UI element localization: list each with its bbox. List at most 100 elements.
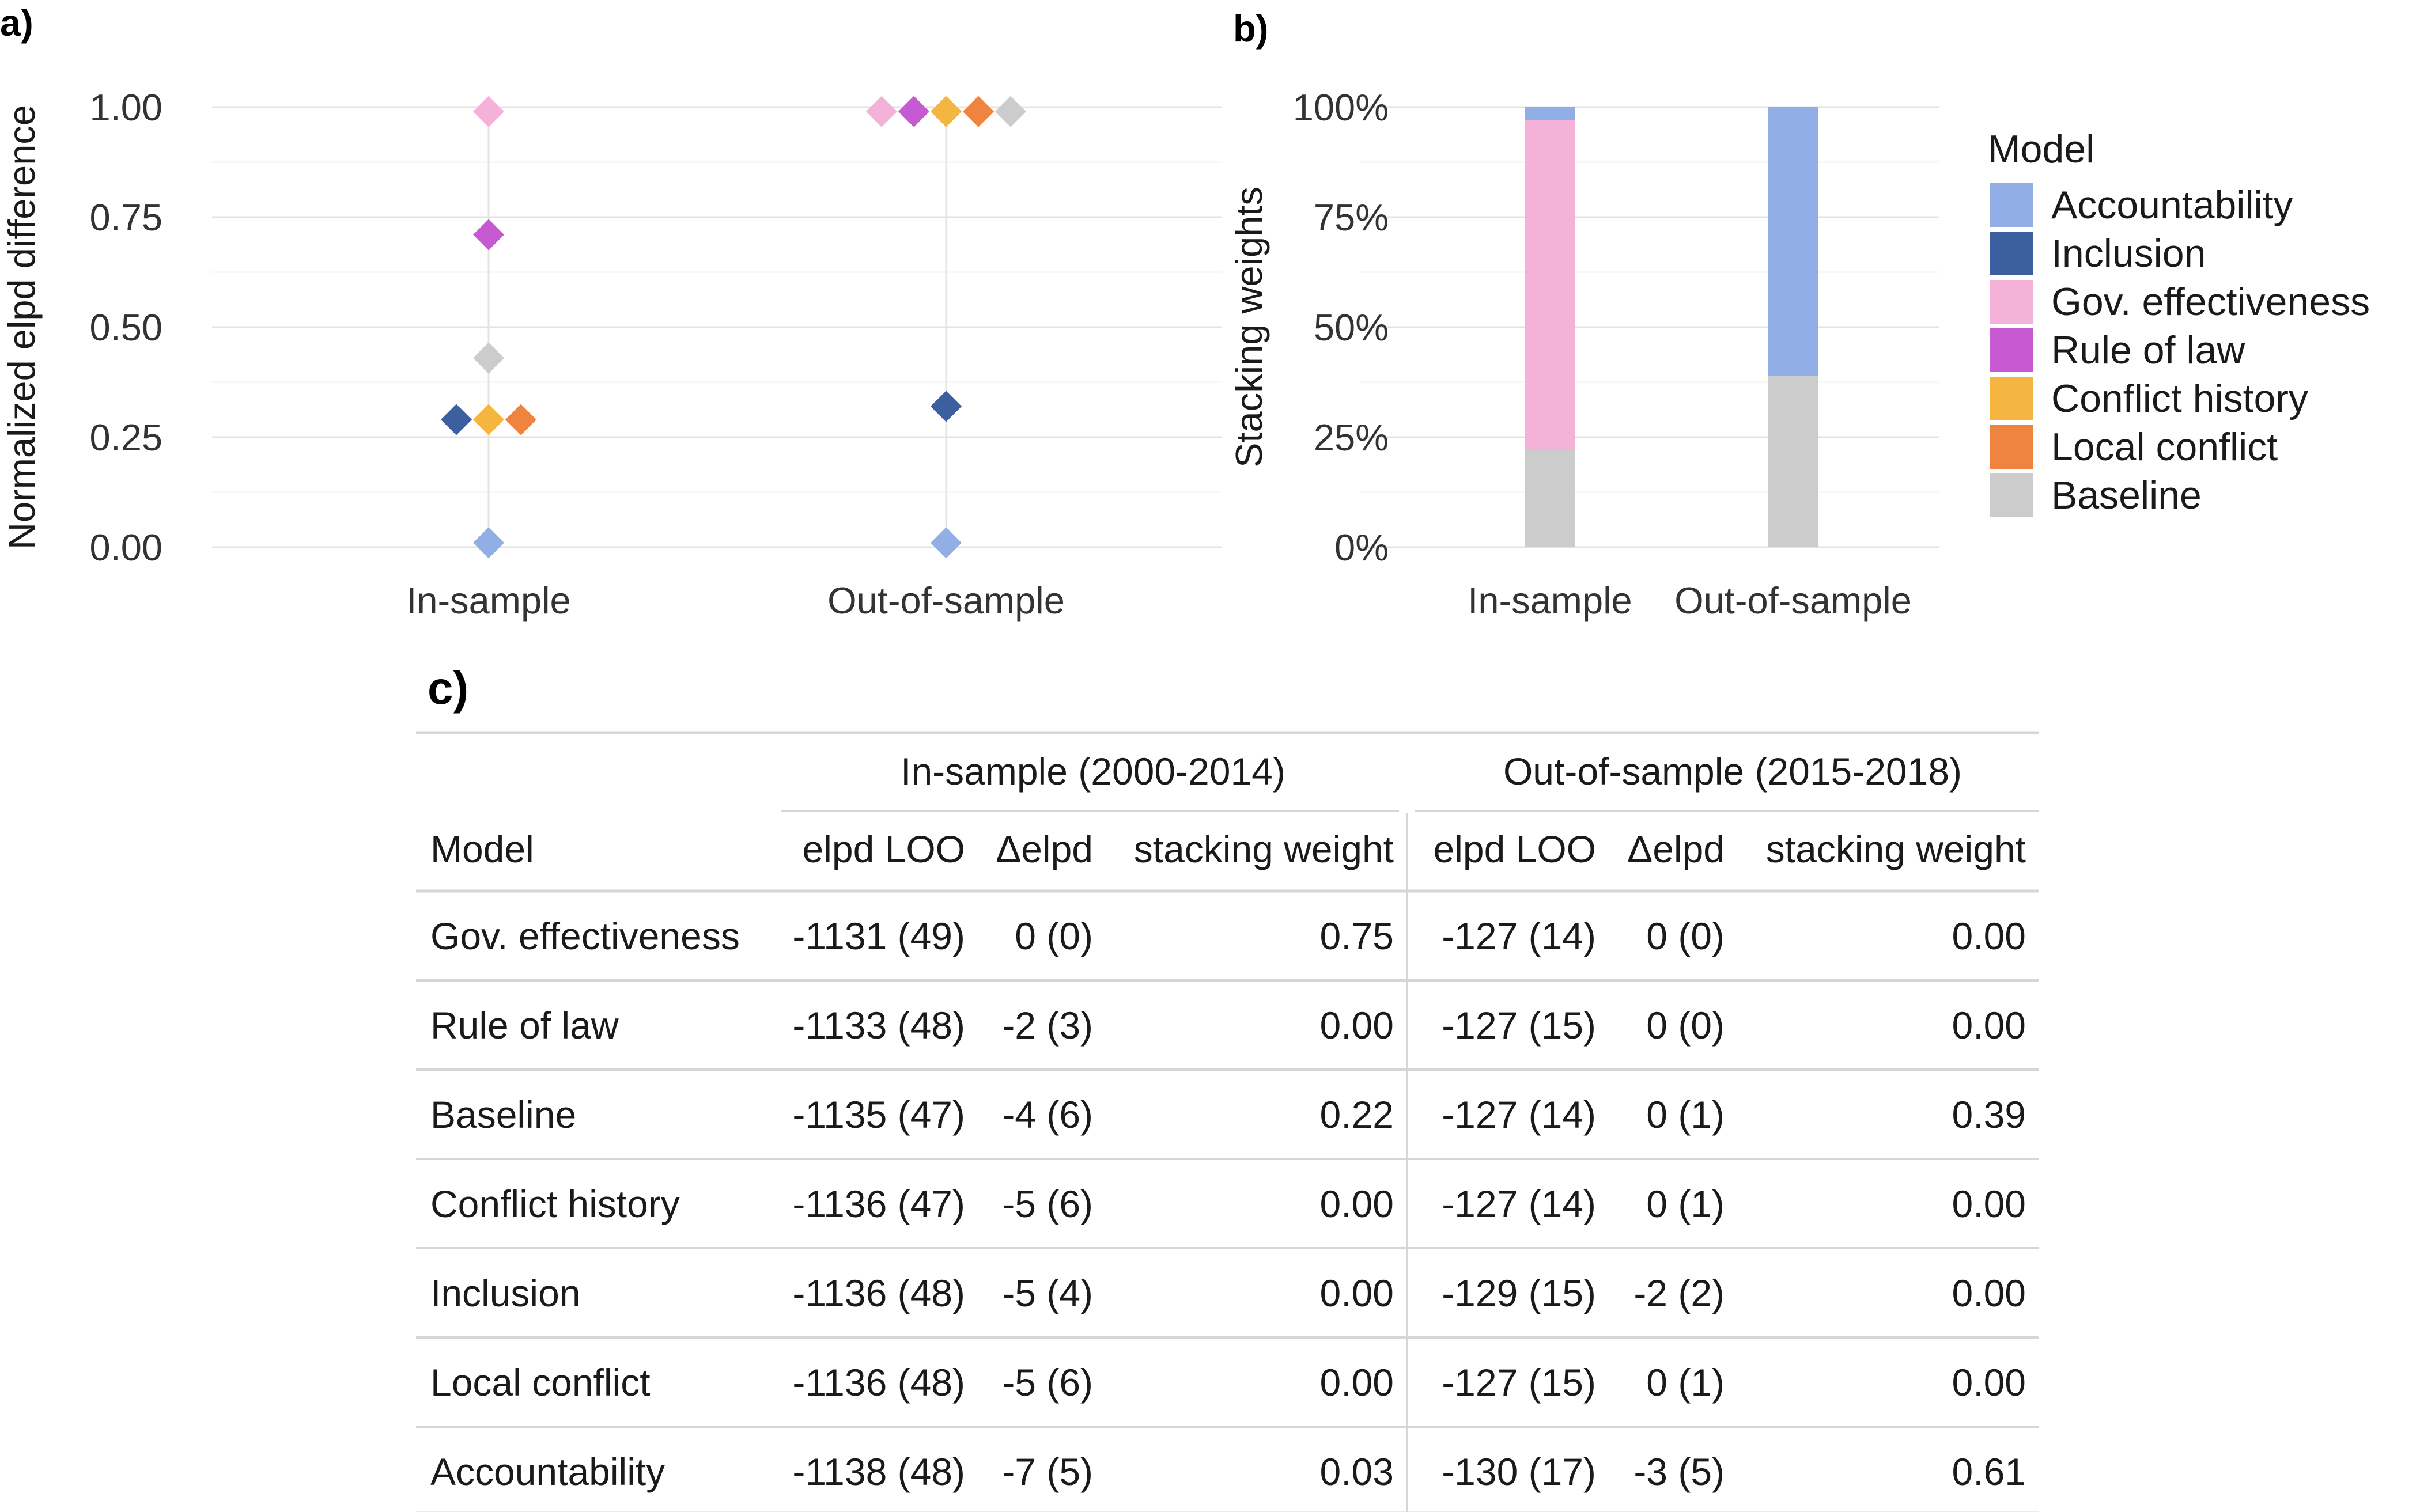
table-cell: Gov. effectiveness: [430, 915, 740, 957]
panel-label-c: c): [428, 662, 468, 714]
legend-label: Inclusion: [2051, 232, 2206, 275]
panel-label-b: b): [1233, 7, 1268, 50]
table-cell: 0.61: [1952, 1450, 2026, 1493]
table-cell: 0.00: [1320, 1361, 1394, 1404]
column-header: elpd LOO: [1434, 828, 1597, 870]
table-cell: -7 (5): [1002, 1450, 1093, 1493]
table-cell: -1133 (48): [792, 1004, 965, 1047]
legend-label: Gov. effectiveness: [2051, 280, 2370, 324]
table-cell: -5 (4): [1002, 1272, 1093, 1314]
table-cell: 0 (0): [1646, 915, 1725, 957]
y-tick-label: 100%: [1293, 86, 1389, 128]
bar-segment-accountability-in-sample: [1525, 107, 1575, 120]
table-cell: -127 (14): [1442, 1093, 1596, 1136]
y-tick-label: 25%: [1314, 416, 1389, 458]
table-cell: 0 (1): [1646, 1361, 1725, 1404]
table-cell: Accountability: [430, 1450, 665, 1493]
y-tick-label: 1.00: [89, 86, 162, 128]
y-tick-label: 0.25: [89, 416, 162, 458]
table-cell: -4 (6): [1002, 1093, 1093, 1136]
x-tick-label: Out-of-sample: [1674, 579, 1912, 622]
table-cell: 0.00: [1320, 1004, 1394, 1047]
table-cell: Local conflict: [430, 1361, 651, 1404]
x-tick-label: In-sample: [406, 579, 570, 622]
table-cell: 0 (1): [1646, 1093, 1725, 1136]
y-tick-label: 0.00: [89, 526, 162, 569]
column-header: stacking weight: [1134, 828, 1394, 870]
table-cell: -2 (2): [1633, 1272, 1725, 1314]
table-cell: -1136 (48): [792, 1361, 965, 1404]
table-cell: -127 (15): [1442, 1004, 1596, 1047]
table-cell: 0.00: [1952, 915, 2026, 957]
table-cell: Inclusion: [430, 1272, 581, 1314]
x-tick-label: In-sample: [1468, 579, 1632, 622]
legend-label: Accountability: [2051, 183, 2293, 227]
legend-swatch: [1990, 328, 2033, 372]
point-local-conflict-out-of-sample: [963, 96, 994, 127]
legend-label: Rule of law: [2051, 328, 2245, 372]
legend-swatch: [1990, 473, 2033, 517]
table-cell: -3 (5): [1633, 1450, 1725, 1493]
legend-label: Local conflict: [2051, 425, 2278, 469]
column-header: Δelpd: [996, 828, 1093, 870]
legend-title: Model: [1988, 127, 2094, 171]
table-cell: Baseline: [430, 1093, 576, 1136]
point-conflict-history-in-sample: [473, 404, 504, 435]
point-inclusion-in-sample: [441, 404, 472, 435]
table-cell: -130 (17): [1442, 1450, 1596, 1493]
table-cell: -5 (6): [1002, 1361, 1093, 1404]
legend: Model Accountability Inclusion Gov. effecti…: [1988, 127, 2370, 517]
point-gov-effectiveness-in-sample: [473, 96, 504, 127]
point-accountability-in-sample: [473, 527, 504, 559]
point-baseline-in-sample: [473, 342, 504, 374]
panel-label-a: a): [0, 2, 33, 44]
group-header-in-sample: In-sample (2000-2014): [901, 750, 1285, 793]
table-cell: 0.00: [1320, 1183, 1394, 1225]
legend-label: Baseline: [2051, 473, 2202, 517]
table-cell: 0.22: [1320, 1093, 1394, 1136]
table-cell: -1138 (48): [792, 1450, 965, 1493]
point-local-conflict-in-sample: [505, 404, 536, 435]
panel-b-stacked-bar: 0% 25% 50% 75% 100% In-sample Out-of-sample Sta…: [1228, 86, 1939, 622]
bar-segment-gov-effectiveness-in-sample: [1525, 120, 1575, 450]
table-cell: 0.00: [1320, 1272, 1394, 1314]
legend-swatch: [1990, 183, 2033, 227]
table-cell: Rule of law: [430, 1004, 619, 1047]
table-cell: 0 (1): [1646, 1183, 1725, 1225]
point-accountability-out-of-sample: [931, 527, 962, 559]
y-tick-label: 75%: [1314, 196, 1389, 238]
table-cell: 0.39: [1952, 1093, 2026, 1136]
y-tick-label: 50%: [1314, 306, 1389, 348]
point-inclusion-out-of-sample: [931, 391, 962, 422]
legend-swatch: [1990, 377, 2033, 420]
table-cell: -127 (15): [1442, 1361, 1596, 1404]
table-cell: Conflict history: [430, 1183, 680, 1225]
y-axis-title: Stacking weights: [1228, 187, 1270, 468]
table-cell: 0.00: [1952, 1004, 2026, 1047]
column-header: Model: [430, 828, 534, 870]
column-header: stacking weight: [1766, 828, 2026, 870]
point-rule-of-law-out-of-sample: [898, 96, 929, 127]
table-cell: -2 (3): [1002, 1004, 1093, 1047]
table-cell: 0.00: [1952, 1183, 2026, 1225]
panel-a-scatter: 0.00 0.25 0.50 0.75 1.00 In-sample Out-of-samp…: [1, 86, 1222, 622]
legend-swatch: [1990, 232, 2033, 275]
table-cell: 0.75: [1320, 915, 1394, 957]
bar-segment-baseline-in-sample: [1525, 450, 1575, 547]
table-cell: -129 (15): [1442, 1272, 1596, 1314]
column-header: elpd LOO: [803, 828, 966, 870]
table-cell: -1136 (48): [792, 1272, 965, 1314]
legend-swatch: [1990, 280, 2033, 324]
column-header: Δelpd: [1627, 828, 1725, 870]
table-cell: 0.03: [1320, 1450, 1394, 1493]
point-gov-effectiveness-out-of-sample: [866, 96, 897, 127]
table-cell: -1135 (47): [792, 1093, 965, 1136]
point-baseline-out-of-sample: [995, 96, 1026, 127]
point-rule-of-law-in-sample: [473, 219, 504, 251]
legend-swatch: [1990, 425, 2033, 469]
table-cell: -127 (14): [1442, 915, 1596, 957]
bar-segment-accountability-out-of-sample: [1768, 107, 1818, 376]
y-axis-title: Normalized elpd difference: [1, 105, 43, 550]
y-tick-label: 0.50: [89, 306, 162, 348]
